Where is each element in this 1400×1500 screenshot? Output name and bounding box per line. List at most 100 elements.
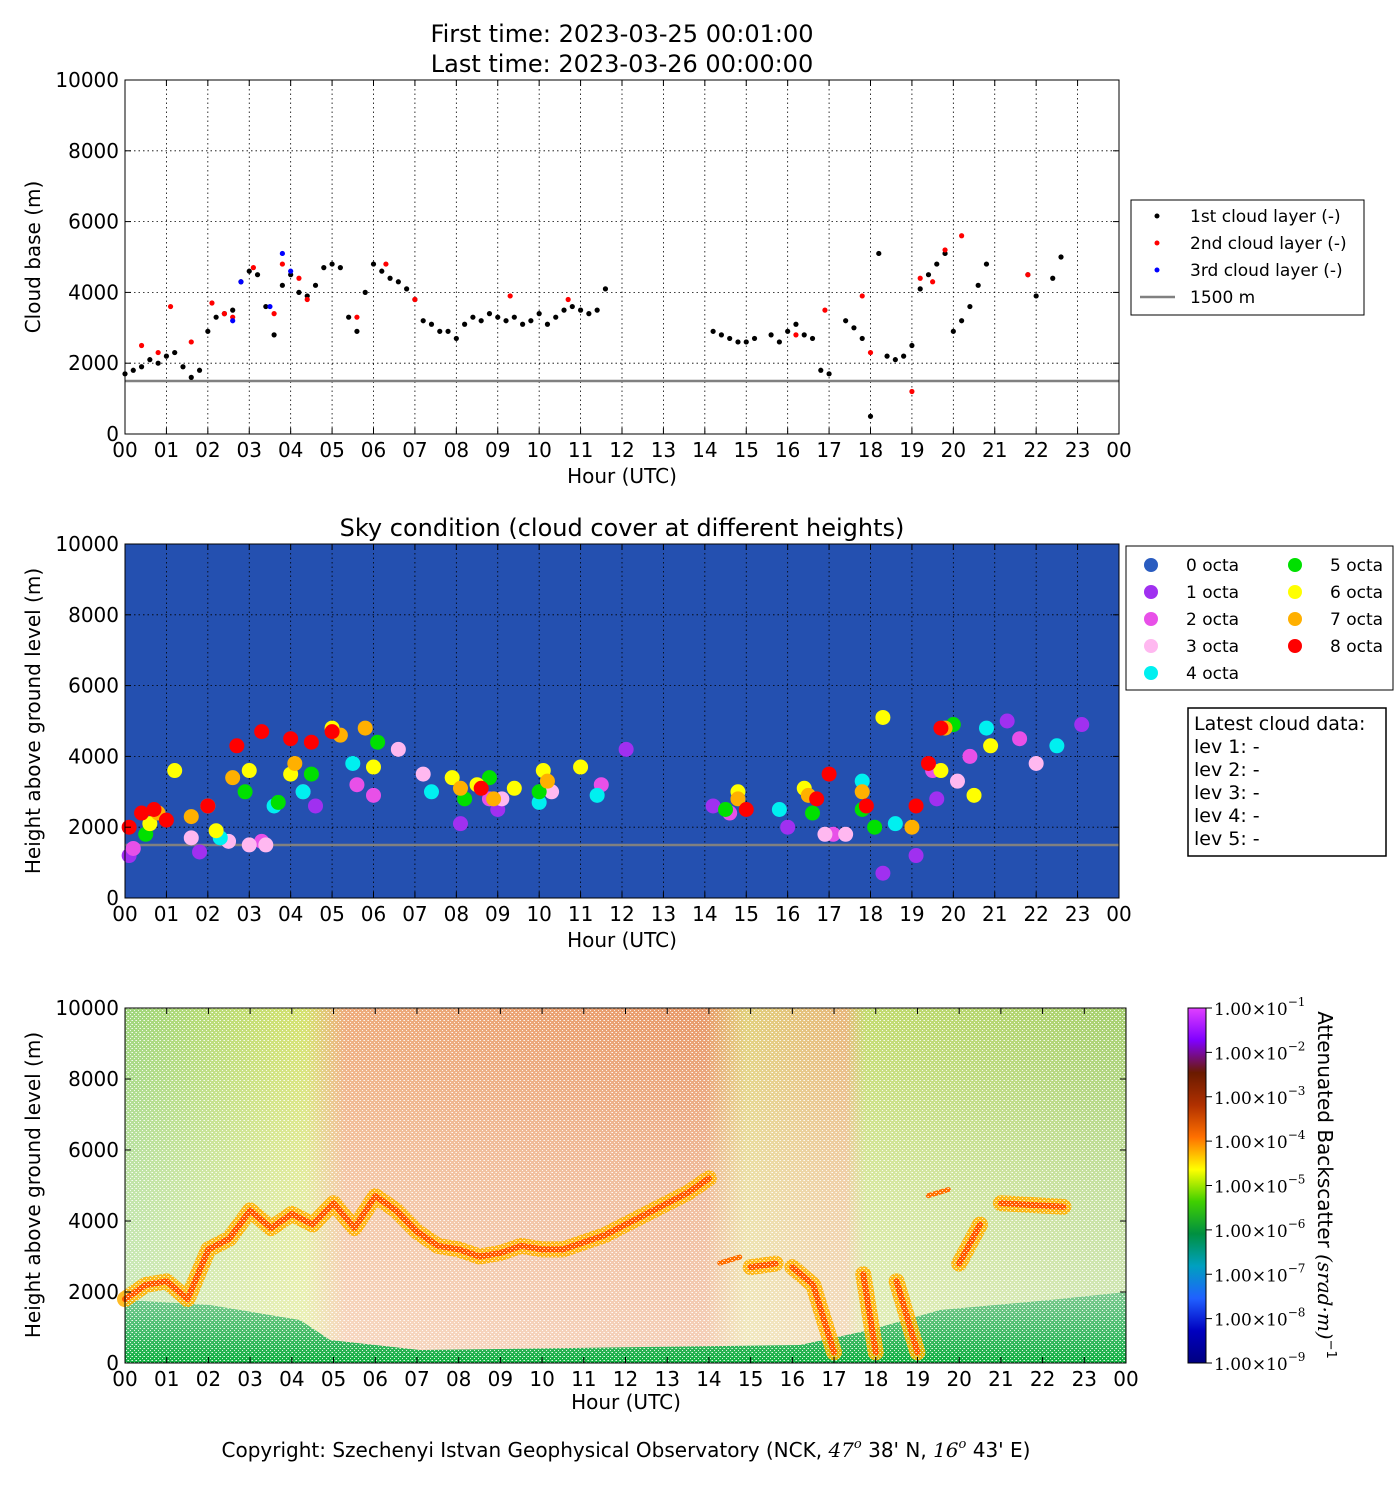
cloud-base-x-tick-label: 19 <box>899 438 924 462</box>
sky-condition-y-tick-label: 2000 <box>68 815 119 839</box>
sky-condition-y-tick-label: 10000 <box>55 532 119 556</box>
sky-condition-x-tick-label: 20 <box>941 902 966 926</box>
octa-8-point <box>858 798 874 814</box>
sky-condition-x-tick-label: 03 <box>237 902 262 926</box>
octa-legend-label: 5 octa <box>1330 556 1383 576</box>
octa-legend-label: 3 octa <box>1186 637 1239 657</box>
cloud-layer-1-point <box>826 371 832 377</box>
octa-legend-marker <box>1144 558 1158 572</box>
cloud-base-legend-box <box>1130 199 1365 316</box>
backscatter-x-tick-label: 12 <box>613 1367 638 1391</box>
octa-6-point <box>966 787 982 803</box>
octa-2-point <box>366 787 381 803</box>
cloud-layer-1-point <box>710 328 716 334</box>
cloud-base-x-tick-label: 23 <box>1065 438 1090 462</box>
cloud-layer-1-point <box>983 261 990 267</box>
backscatter-x-tick-label: 00 <box>112 1367 137 1391</box>
sky-condition-x-tick-label: 18 <box>858 902 883 926</box>
cloud-base-x-tick-label: 22 <box>1023 438 1048 462</box>
latest-cloud-line: lev 1: - <box>1194 736 1260 758</box>
octa-7-point <box>486 791 502 807</box>
latest-cloud-box-frame <box>1187 707 1387 857</box>
colorbar-label-units: (srad·m) <box>1313 1254 1337 1339</box>
cloud-base-x-tick-label: 08 <box>444 438 469 462</box>
cloud-layer-2-point <box>304 296 310 303</box>
latest-cloud-title: Latest cloud data: <box>1194 713 1365 735</box>
copyright-lon-deg: 16 <box>933 1438 959 1462</box>
backscatter-x-tick-label: 02 <box>196 1367 221 1391</box>
sky-condition-xlabel: Hour (UTC) <box>567 928 677 952</box>
cloud-layer-1-point <box>346 314 352 320</box>
octa-6-point <box>506 780 522 796</box>
sky-condition-panel: Sky condition (cloud cover at different … <box>21 514 1394 952</box>
octa-legend-label: 7 octa <box>1330 610 1383 630</box>
sky-condition-ticks: 00 01 02 03 04 05 06 07 08 09 10 11 12 13 14 15 16 17 18 19… <box>55 532 1131 926</box>
backscatter-x-tick-label: 11 <box>571 1367 596 1391</box>
octa-6-point <box>366 759 381 775</box>
cloud-layer-1-point <box>196 367 203 373</box>
cloud-layer-1-point <box>172 349 178 356</box>
cloud-layer-1-point <box>155 360 161 366</box>
octa-legend-label: 4 octa <box>1186 664 1239 684</box>
cloud-layer-1-point <box>486 311 493 317</box>
sky-condition-y-tick-label: 6000 <box>68 674 119 698</box>
octa-1-point <box>618 741 634 757</box>
cloud-layer-1-point <box>130 367 136 373</box>
cloud-base-x-tick-label: 03 <box>237 438 262 462</box>
colorbar-tick-label: 1.00×10−1 <box>1214 995 1305 1020</box>
latest-cloud-line: lev 4: - <box>1194 805 1260 827</box>
cloud-layer-1-point <box>263 303 269 310</box>
octa-1-point <box>929 791 945 807</box>
cloud-layer-1-point <box>321 265 327 271</box>
backscatter-x-tick-label: 22 <box>1030 1367 1055 1391</box>
backscatter-x-tick-label: 23 <box>1072 1367 1097 1391</box>
cloud-layer-2-point <box>279 261 285 267</box>
backscatter-ylabel: Height above ground level (m) <box>21 1032 45 1338</box>
cloud-base-x-tick-label: 15 <box>734 438 759 462</box>
cloud-layer-2-point <box>209 300 215 306</box>
octa-4-point <box>1049 738 1065 754</box>
octa-legend-marker <box>1288 612 1302 626</box>
cloud-layer-1-point <box>544 321 551 327</box>
backscatter-x-tick-label: 05 <box>321 1367 346 1391</box>
backscatter-x-tick-label: 01 <box>154 1367 179 1391</box>
octa-3-point <box>838 826 854 842</box>
cloud-layer-1-point <box>743 339 749 345</box>
octa-5-point <box>805 805 821 821</box>
octa-4-point <box>978 720 994 736</box>
octa-legend-marker <box>1288 585 1302 599</box>
octa-8-point <box>254 724 270 740</box>
colorbar-tick-label: 1.00×10−6 <box>1214 1217 1305 1242</box>
cloud-base-x-tick-label: 05 <box>319 438 344 462</box>
cloud-layer-1-point <box>843 318 849 324</box>
cloud-layer-1-point <box>370 261 377 267</box>
sky-condition-x-tick-label: 22 <box>1023 902 1048 926</box>
cloud-layer-1-point <box>470 314 476 320</box>
octa-8-point <box>146 802 162 817</box>
octa-2-point <box>962 748 978 764</box>
legend-label-layer2: 2nd cloud layer (-) <box>1190 234 1347 254</box>
cloud-base-x-tick-label: 01 <box>154 438 179 462</box>
cloud-layer-3-point <box>288 268 294 274</box>
backscatter-y-tick-label: 2000 <box>68 1280 119 1304</box>
colorbar-label-main: Attenuated Backscatter <box>1313 1011 1337 1254</box>
octa-8-point <box>283 731 299 747</box>
sky-condition-x-tick-label: 19 <box>899 902 924 926</box>
octa-8-point <box>920 755 936 771</box>
cloud-layer-2-point <box>412 296 418 303</box>
cloud-base-y-tick-label: 2000 <box>68 351 119 375</box>
octa-legend-label: 1 octa <box>1186 583 1239 603</box>
sky-condition-x-tick-label: 08 <box>444 902 469 926</box>
backscatter-y-tick-label: 0 <box>106 1351 119 1375</box>
octa-7-point <box>539 773 555 789</box>
cloud-base-y-tick-label: 10000 <box>55 68 119 92</box>
cloud-base-legend: 1st cloud layer (-) 2nd cloud layer (-) … <box>1130 199 1365 316</box>
backscatter-x-tick-label: 04 <box>279 1367 304 1391</box>
cloud-layer-1-point <box>553 314 559 320</box>
cloud-layer-1-point <box>1058 254 1064 260</box>
sky-condition-x-tick-label: 02 <box>195 902 220 926</box>
copyright-lat-rest: 38' N, <box>862 1438 933 1462</box>
backscatter-x-tick-label: 15 <box>738 1367 763 1391</box>
cloud-layer-1-point <box>751 335 758 342</box>
